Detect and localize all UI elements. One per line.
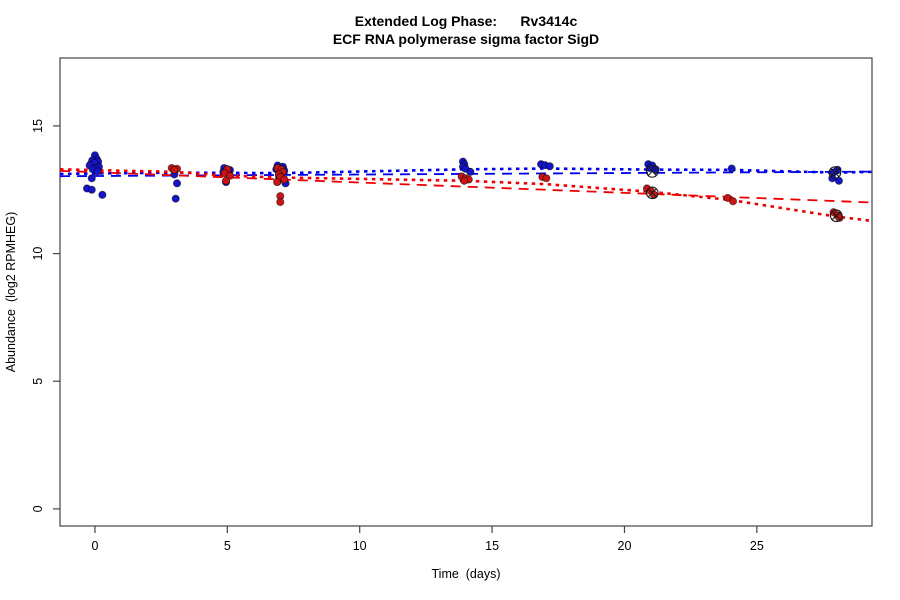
data-point-blue-condition bbox=[171, 194, 180, 203]
data-point-blue-condition bbox=[651, 165, 660, 174]
data-point-red-condition bbox=[280, 175, 289, 184]
outlier-cross-line bbox=[647, 166, 657, 176]
x-axis-label: Time (days) bbox=[432, 567, 501, 581]
outlier-circle bbox=[828, 166, 842, 179]
outlier-marker bbox=[645, 165, 659, 178]
chart-title: Extended Log Phase: Rv3414c bbox=[355, 13, 578, 29]
data-point-blue-condition bbox=[727, 164, 736, 173]
data-point-blue-condition bbox=[466, 167, 475, 176]
data-point-red-condition bbox=[460, 176, 469, 185]
data-point-blue-condition bbox=[87, 185, 96, 194]
outlier-circle bbox=[645, 186, 659, 200]
x-tick-label: 20 bbox=[618, 539, 632, 553]
data-point-blue-condition bbox=[172, 179, 182, 188]
data-point-blue-condition bbox=[545, 162, 554, 171]
axis-ticks: 0 5 10 15 20 25 0 5 10 15 bbox=[31, 119, 764, 553]
x-tick-label: 15 bbox=[485, 539, 499, 553]
data-point-red-condition bbox=[273, 178, 282, 187]
data-point-blue-condition bbox=[93, 167, 102, 176]
outlier-marker bbox=[828, 166, 842, 179]
data-point-red-condition bbox=[276, 197, 285, 207]
data-points bbox=[82, 151, 844, 222]
x-tick-label: 10 bbox=[353, 539, 367, 553]
x-tick-label: 0 bbox=[91, 539, 98, 553]
data-point-red-condition bbox=[728, 197, 738, 206]
y-tick-label: 10 bbox=[31, 247, 45, 261]
x-tick-label: 25 bbox=[750, 539, 764, 553]
outlier-circle bbox=[645, 165, 659, 178]
y-tick-label: 0 bbox=[31, 505, 45, 512]
data-point-red-condition bbox=[170, 165, 179, 174]
plot-box bbox=[59, 57, 873, 527]
outlier-cross-line bbox=[647, 188, 657, 198]
outlier-marker bbox=[829, 209, 843, 223]
y-tick-label: 15 bbox=[31, 119, 45, 133]
chart-subtitle: ECF RNA polymerase sigma factor SigD bbox=[333, 31, 599, 47]
outlier-cross-line bbox=[830, 168, 840, 178]
outlier-cross-line bbox=[831, 211, 841, 221]
data-point-red-condition bbox=[221, 176, 231, 185]
data-point-blue-condition bbox=[87, 174, 96, 183]
x-tick-label: 5 bbox=[224, 539, 231, 553]
data-point-red-condition bbox=[542, 174, 551, 183]
outlier-markers bbox=[645, 165, 843, 223]
y-axis-label: Abundance (log2 RPMHEG) bbox=[4, 212, 18, 373]
outlier-marker bbox=[645, 186, 659, 200]
data-point-blue-condition bbox=[98, 190, 107, 199]
outlier-circle bbox=[829, 209, 843, 223]
y-tick-label: 5 bbox=[31, 378, 45, 385]
